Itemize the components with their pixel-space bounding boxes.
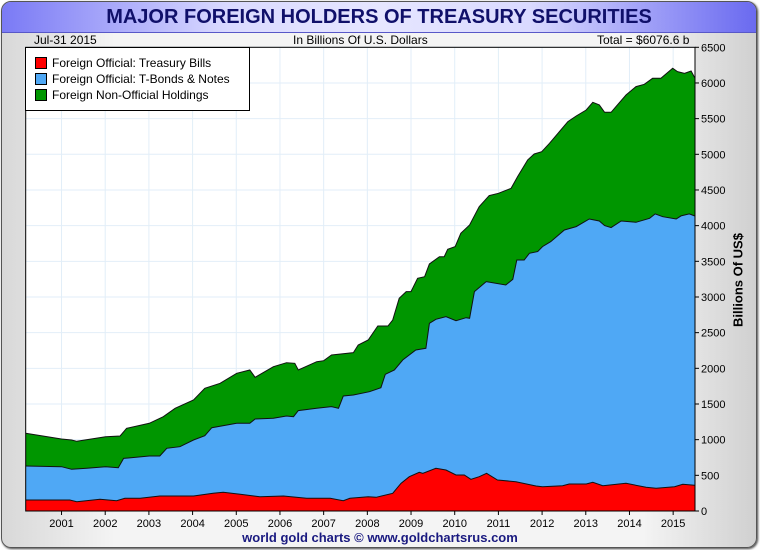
y-tick-label: 500 — [701, 470, 719, 482]
legend-label: Foreign Official: Treasury Bills — [52, 56, 212, 70]
y-tick-label: 0 — [701, 506, 707, 518]
legend: Foreign Official: Treasury Bills Foreign… — [25, 47, 250, 111]
x-tick-label: 2003 — [137, 518, 161, 530]
legend-label: Foreign Official: T-Bonds & Notes — [52, 72, 230, 86]
legend-item-bonds: Foreign Official: T-Bonds & Notes — [35, 72, 230, 86]
y-tick-label: 6500 — [701, 42, 725, 54]
chart-title: MAJOR FOREIGN HOLDERS OF TREASURY SECURI… — [106, 6, 652, 28]
x-tick-label: 2012 — [530, 518, 554, 530]
title-bar: MAJOR FOREIGN HOLDERS OF TREASURY SECURI… — [2, 2, 756, 33]
y-tick-label: 3500 — [701, 256, 725, 268]
x-tick-label: 2007 — [311, 518, 335, 530]
legend-item-nonofficial: Foreign Non-Official Holdings — [35, 88, 209, 102]
date-label: Jul-31 2015 — [34, 33, 97, 47]
total-label: Total = $6076.6 b — [597, 33, 690, 47]
plot-border — [25, 46, 696, 512]
x-tick-label: 2014 — [617, 518, 641, 530]
y-tick-label: 2000 — [701, 363, 725, 375]
y-tick-label: 6000 — [701, 78, 725, 90]
x-tick-label: 2009 — [399, 518, 423, 530]
area-foreign-official-t-bonds-notes — [25, 213, 695, 511]
area-foreign-official-treasury-bills — [25, 468, 695, 511]
y-tick-label: 3000 — [701, 292, 725, 304]
y-tick-label: 1000 — [701, 435, 725, 447]
y-tick-label: 1500 — [701, 399, 725, 411]
x-tick-label: 2013 — [574, 518, 598, 530]
legend-item-bills: Foreign Official: Treasury Bills — [35, 56, 211, 70]
legend-swatch-red — [35, 57, 47, 69]
x-tick-label: 2001 — [49, 518, 73, 530]
x-tick-label: 2004 — [180, 518, 204, 530]
x-tick-label: 2006 — [268, 518, 292, 530]
y-tick-label: 5500 — [701, 114, 725, 126]
legend-label: Foreign Non-Official Holdings — [52, 88, 209, 102]
series-outline — [25, 467, 695, 503]
x-tick-label: 2008 — [355, 518, 379, 530]
y-tick-label: 2500 — [701, 328, 725, 340]
y-axis-label: Billions Of US$ — [730, 233, 746, 327]
series-outline — [25, 67, 696, 442]
footer-credit: world gold charts © www.goldchartsrus.co… — [242, 530, 518, 545]
series-outline — [25, 213, 695, 470]
x-tick-label: 2002 — [93, 518, 117, 530]
y-tick-label: 4000 — [701, 221, 725, 233]
x-tick-label: 2005 — [224, 518, 248, 530]
legend-swatch-blue — [35, 73, 47, 85]
x-tick-label: 2011 — [487, 518, 511, 530]
y-tick-label: 4500 — [701, 185, 725, 197]
units-label: In Billions Of U.S. Dollars — [293, 33, 428, 47]
legend-swatch-green — [35, 89, 47, 101]
x-tick-label: 2010 — [442, 518, 466, 530]
x-tick-label: 2015 — [661, 518, 685, 530]
y-tick-label: 5000 — [701, 149, 725, 161]
